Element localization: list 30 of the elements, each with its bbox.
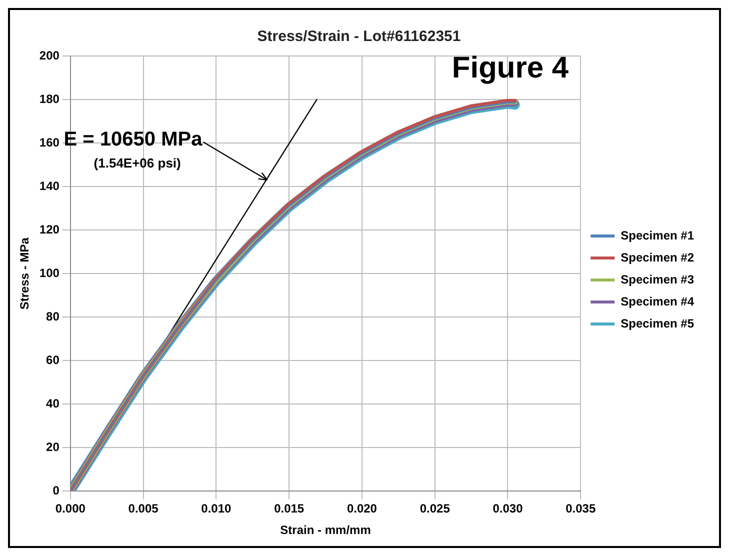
y-tick-label: 180 bbox=[39, 92, 60, 106]
y-tick-label: 100 bbox=[39, 266, 60, 280]
x-tick-label: 0.035 bbox=[566, 502, 596, 516]
legend-label: Specimen #1 bbox=[620, 228, 694, 242]
legend-label: Specimen #2 bbox=[620, 250, 694, 264]
y-tick-label: 200 bbox=[39, 48, 60, 62]
x-tick-label: 0.025 bbox=[420, 502, 450, 516]
y-tick-label: 60 bbox=[46, 352, 60, 367]
x-tick-label: 0.015 bbox=[274, 502, 304, 516]
y-tick-label: 160 bbox=[39, 135, 60, 150]
legend-label: Specimen #4 bbox=[620, 294, 694, 308]
chart-title: Stress/Strain - Lot#61162351 bbox=[257, 28, 461, 46]
y-tick-label: 140 bbox=[39, 178, 60, 193]
x-tick-label: 0.010 bbox=[201, 502, 232, 516]
x-tick-label: 0.030 bbox=[492, 502, 524, 516]
y-tick-label: 40 bbox=[46, 396, 60, 410]
legend-label: Specimen #5 bbox=[620, 316, 694, 330]
x-axis-title: Strain - mm/mm bbox=[280, 523, 371, 538]
x-tick-label: 0.020 bbox=[346, 502, 378, 516]
annotation: (1.54E+06 psi) bbox=[94, 156, 181, 171]
y-tick-label: 80 bbox=[46, 309, 60, 324]
annotation: E = 10650 MPa bbox=[64, 128, 204, 151]
x-tick-label: 0.000 bbox=[55, 502, 86, 516]
y-tick-label: 0 bbox=[52, 484, 60, 498]
y-tick-label: 20 bbox=[46, 440, 60, 454]
x-tick-label: 0.005 bbox=[128, 502, 159, 516]
y-axis-title: Stress - MPa bbox=[18, 237, 32, 310]
annotation: Figure 4 bbox=[452, 51, 569, 84]
y-tick-label: 120 bbox=[39, 222, 60, 236]
legend-label: Specimen #3 bbox=[620, 272, 694, 286]
